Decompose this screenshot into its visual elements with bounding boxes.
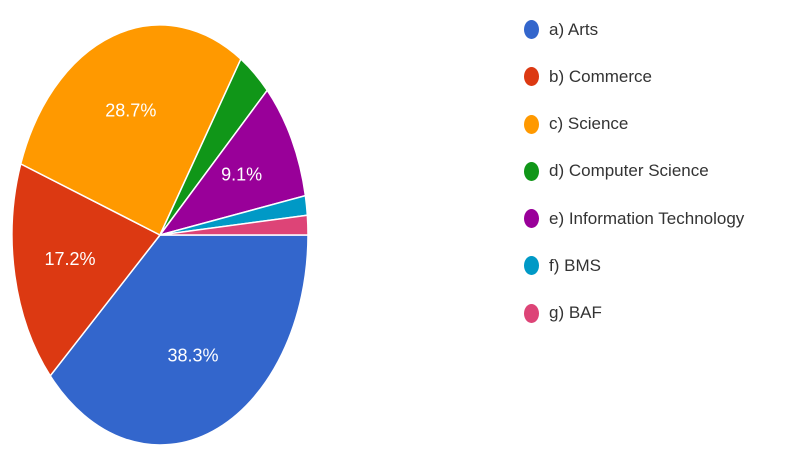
slice-value-label: 9.1% xyxy=(221,164,262,184)
legend-swatch xyxy=(524,303,539,323)
legend-swatch xyxy=(524,67,539,87)
legend-label: f) BMS xyxy=(549,255,601,275)
legend-label: c) Science xyxy=(549,114,629,134)
slice-value-label: 38.3% xyxy=(167,345,218,365)
pie-slice-5 xyxy=(158,88,307,237)
legend-label: g) BAF xyxy=(549,303,602,323)
slice-value-label: 28.7% xyxy=(105,100,156,120)
legend: a) Arts b) Commerce c) Science d) Computer … xyxy=(524,12,744,343)
legend-label: a) Arts xyxy=(549,19,599,39)
slice-value-label: 17.2% xyxy=(44,249,95,269)
legend-swatch xyxy=(524,256,539,276)
legend-item: f) BMS xyxy=(524,248,744,283)
pie-slice-1 xyxy=(49,234,309,446)
legend-item: d) Computer Science xyxy=(524,154,744,189)
legend-swatch xyxy=(524,161,539,181)
pie-chart: 38.3% 17.2% 28.7% 9.1% xyxy=(11,24,309,446)
legend-label: b) Commerce xyxy=(549,66,652,86)
legend-label: d) Computer Science xyxy=(549,161,709,181)
legend-swatch xyxy=(524,209,539,229)
legend-item: e) Information Technology xyxy=(524,201,744,236)
legend-item: b) Commerce xyxy=(524,59,744,94)
legend-swatch xyxy=(524,114,539,134)
legend-item: g) BAF xyxy=(524,296,744,331)
legend-swatch xyxy=(524,20,539,39)
pie-slice-7 xyxy=(159,214,309,236)
legend-label: e) Information Technology xyxy=(549,208,745,228)
pie-slice-3 xyxy=(19,24,242,237)
legend-item: a) Arts xyxy=(524,12,744,47)
legend-item: c) Science xyxy=(524,107,744,142)
